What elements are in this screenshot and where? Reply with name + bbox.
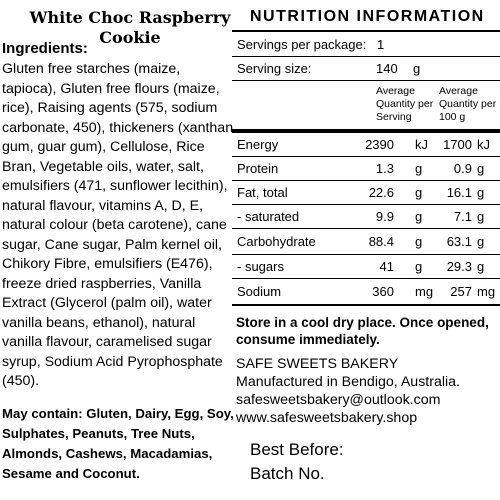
per-serving-unit: g [415,234,423,249]
serving-size-label: Serving size: [237,61,312,76]
company-location: Manufactured in Bendigo, Australia. [236,374,460,390]
per-100g-value: 7.1 [453,209,472,224]
per-100g-unit: g [477,259,485,274]
per-serving-unit: g [415,185,423,200]
ingredients-heading: Ingredients: [2,40,88,57]
ingredients-text: Gluten free starches (maize, tapioca), G… [2,61,234,389]
nutrient-label: Sodium [237,284,282,299]
nutrient-label: Energy [237,137,279,152]
storage-instructions: Store in a cool dry place. Once opened, … [236,315,489,347]
per-100g-value: 29.3 [446,259,472,274]
per-serving-unit: g [415,161,423,176]
divider-line [232,80,500,81]
divider-line [232,180,500,181]
column-header-per-serving: Average Quantity per Serving [376,85,434,123]
divider-line [232,228,500,229]
allergen-statement: May contain: Gluten, Dairy, Egg, Soy, Su… [2,406,234,481]
divider-line [232,204,500,205]
per-100g-value: 16.1 [446,185,472,200]
serving-size-unit: g [413,61,421,76]
per-100g-value: 1700 [443,137,472,152]
divider-line [232,304,500,306]
per-serving-unit: kJ [415,137,428,152]
per-100g-unit: mg [477,284,496,299]
best-before-label: Best Before: [250,440,344,459]
per-100g-unit: g [477,185,485,200]
per-100g-unit: kJ [477,137,490,152]
per-serving-value: 1.3 [375,161,394,176]
divider-line [232,278,500,279]
divider-thick [232,129,500,133]
nutrient-label: Carbohydrate [237,234,316,249]
company-website: www.safesweetsbakery.shop [236,410,418,426]
per-serving-unit: g [415,209,423,224]
per-serving-value: 41 [379,259,394,274]
per-serving-value: 22.6 [368,185,394,200]
per-serving-value: 9.9 [375,209,394,224]
per-100g-unit: g [477,209,485,224]
servings-value: 1 [377,37,385,52]
per-serving-value: 360 [372,284,394,299]
nutrient-label: Protein [237,161,279,176]
servings-label: Servings per package: [237,37,367,52]
nutrient-label: - saturated [237,209,300,224]
per-100g-value: 0.9 [453,161,472,176]
company-block: SAFE SWEETS BAKERY Manufactured in Bendi… [236,355,500,427]
serving-size-value: 140 [376,61,398,76]
per-100g-value: 257 [450,284,472,299]
nutrition-title: NUTRITION INFORMATION [250,8,485,25]
company-email: safesweetsbakery@outlook.com [236,392,441,408]
product-title: White Choc Raspberry Cookie [29,8,231,47]
column-header-per-100g: Average Quantity per 100 g [439,85,497,123]
per-serving-value: 2390 [365,137,394,152]
batch-number-label: Batch No. [250,464,325,483]
divider-line [232,30,500,32]
divider-line [232,56,500,57]
per-serving-value: 88.4 [368,234,394,249]
nutrient-label: Fat, total [237,185,288,200]
company-name: SAFE SWEETS BAKERY [236,356,399,372]
divider-line [232,156,500,157]
nutrient-label: - sugars [237,259,284,274]
divider-line [232,254,500,255]
per-serving-unit: mg [415,284,434,299]
per-serving-unit: g [415,259,423,274]
per-100g-unit: g [477,234,485,249]
per-100g-unit: g [477,161,485,176]
per-100g-value: 63.1 [446,234,472,249]
